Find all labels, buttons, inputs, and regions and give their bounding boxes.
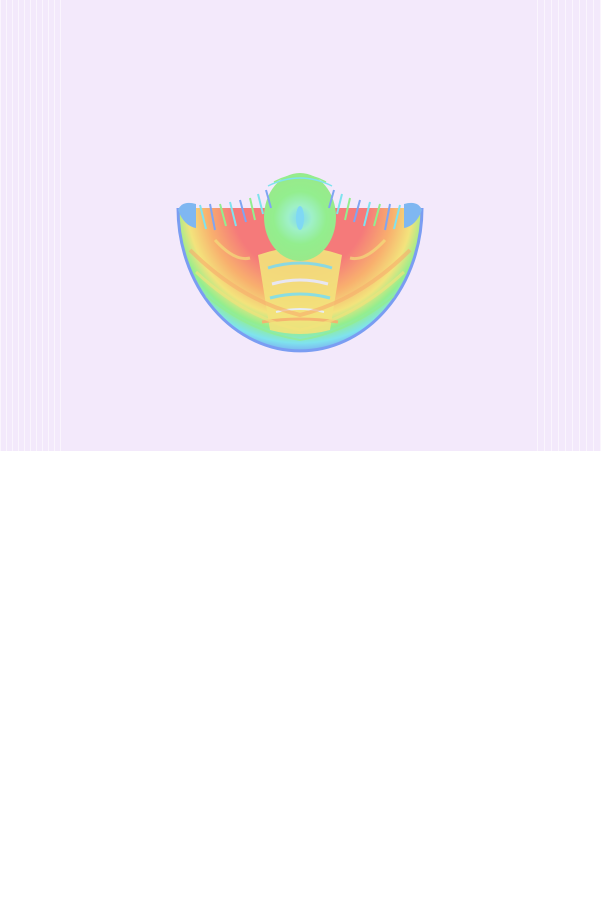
blank-lower-area (0, 451, 601, 901)
top-ripples (267, 174, 333, 187)
left-edge-stripes (0, 0, 62, 451)
render-canvas (0, 0, 601, 451)
right-edge-stripes (537, 0, 601, 451)
central-core (264, 173, 336, 261)
central-interference (258, 247, 342, 334)
wavefront-dome-image (176, 173, 424, 353)
wave-bands (188, 238, 412, 342)
fringe-spikes (199, 189, 401, 231)
